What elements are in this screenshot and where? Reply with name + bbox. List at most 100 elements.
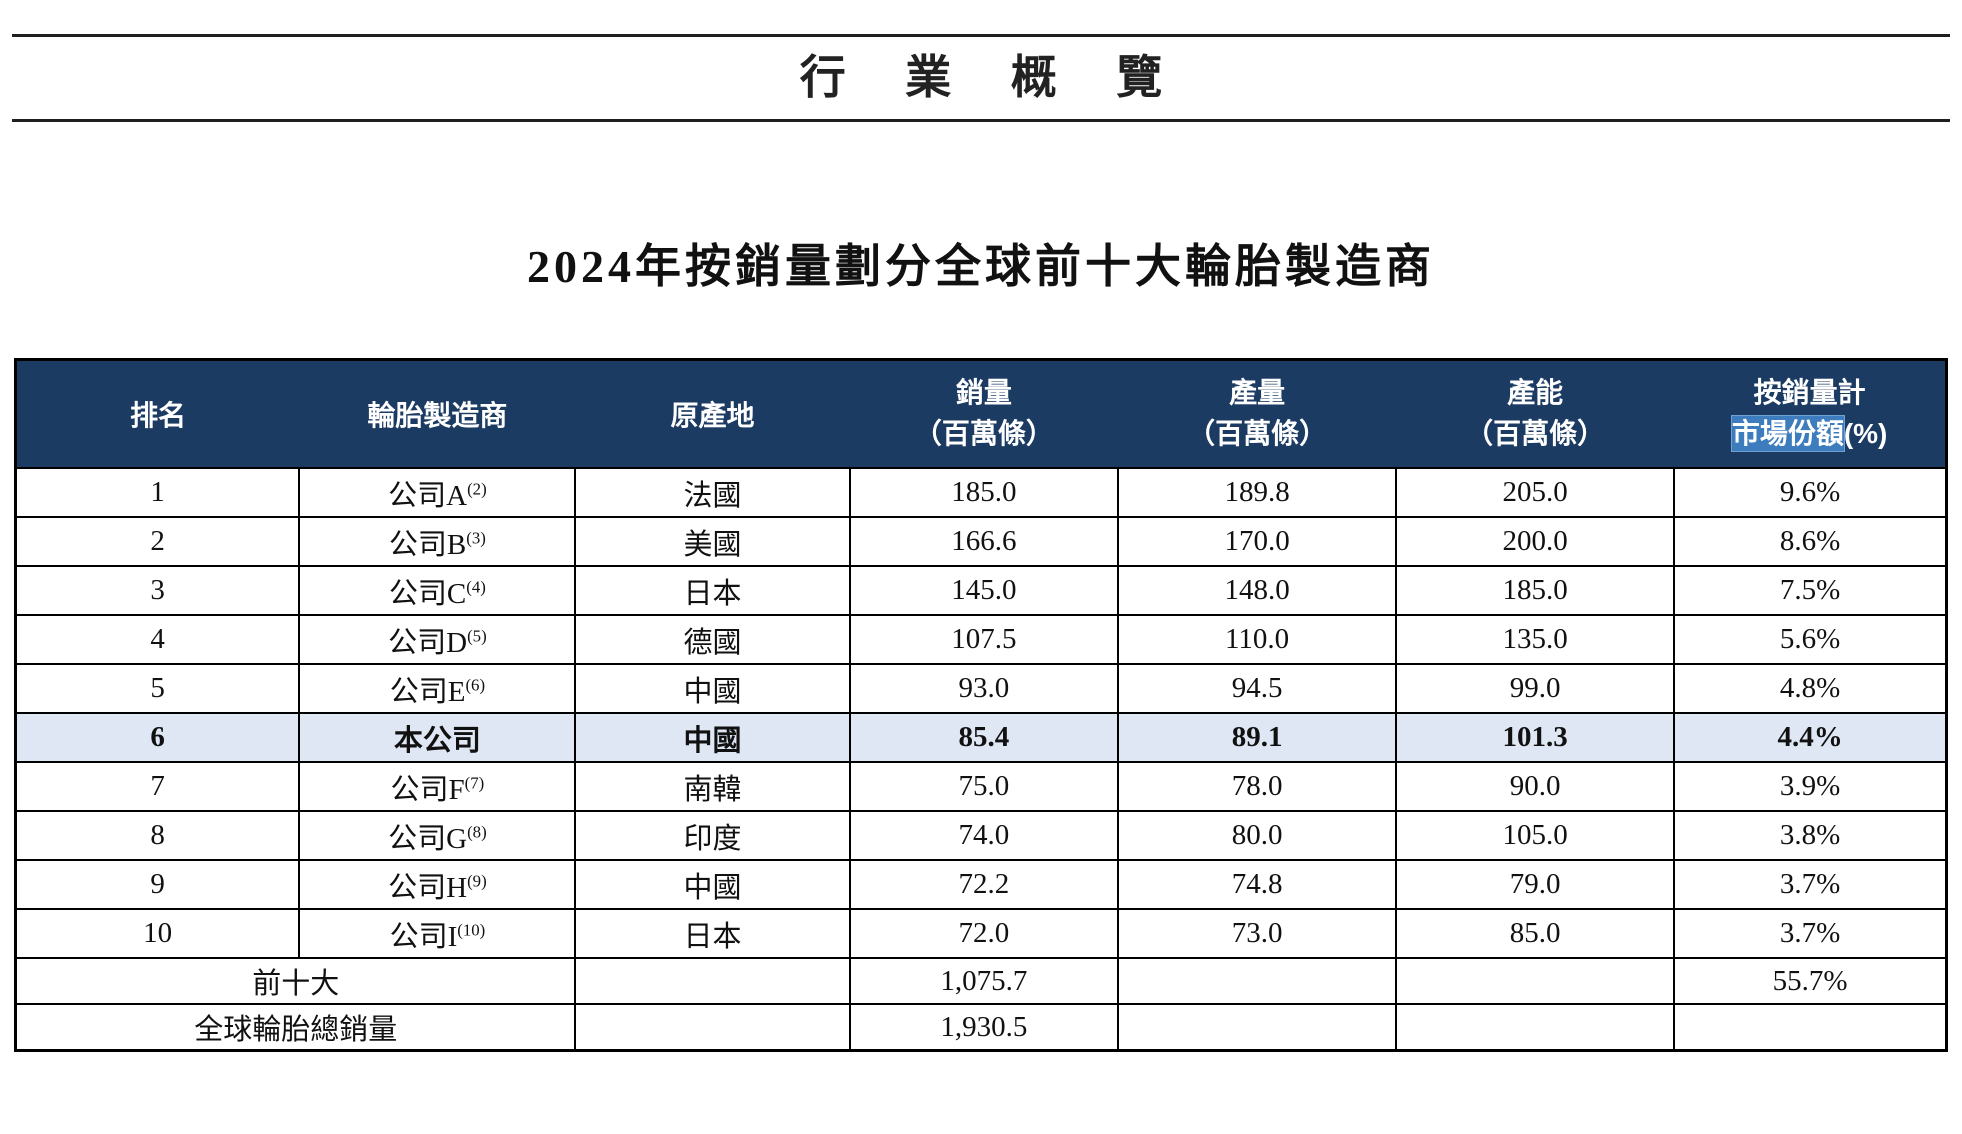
cell-share: 3.8% bbox=[1673, 810, 1948, 861]
cell-rank: 1 bbox=[14, 467, 301, 518]
manufacturer-name: 公司E bbox=[389, 675, 466, 708]
table-header-row: 排名 輪胎製造商 原產地 銷量 （百萬條） 產量 （百萬條） 產能 （百萬條） … bbox=[15, 359, 1947, 468]
table-row-rank2: 2 公司B(3) 美國 166.6 170.0 200.0 8.6% bbox=[14, 516, 1948, 567]
cell-capacity: 79.0 bbox=[1395, 859, 1676, 910]
cell-manufacturer: 公司A(2) bbox=[298, 467, 577, 518]
cell-capacity: 99.0 bbox=[1395, 663, 1676, 714]
summary-row-global-total: 全球輪胎總銷量 1,930.5 bbox=[14, 1003, 1948, 1052]
col-header-capacity-line2: （百萬條） bbox=[1465, 418, 1606, 449]
col-header-capacity: 產能 （百萬條） bbox=[1396, 359, 1675, 468]
section-title: 行 業 概 覽 bbox=[799, 52, 1187, 103]
cell-share-empty bbox=[1673, 1003, 1948, 1052]
footnote-ref: (5) bbox=[467, 625, 487, 645]
cell-origin: 日本 bbox=[574, 908, 851, 959]
manufacturer-name: 公司A bbox=[388, 479, 468, 512]
cell-production: 94.5 bbox=[1117, 663, 1398, 714]
cell-capacity: 135.0 bbox=[1395, 614, 1676, 665]
cell-share: 3.9% bbox=[1673, 761, 1948, 812]
table-row-rank9: 9 公司H(9) 中國 72.2 74.8 79.0 3.7% bbox=[14, 859, 1948, 910]
col-header-capacity-line1: 產能 bbox=[1507, 377, 1564, 409]
table-row-rank7: 7 公司F(7) 南韓 75.0 78.0 90.0 3.9% bbox=[14, 761, 1948, 812]
cell-manufacturer: 公司F(7) bbox=[298, 761, 577, 812]
col-header-share-unit: (%) bbox=[1843, 418, 1888, 449]
cell-sales: 185.0 bbox=[848, 467, 1120, 518]
cell-capacity: 105.0 bbox=[1395, 810, 1676, 861]
top10-tire-manufacturers-table: 排名 輪胎製造商 原產地 銷量 （百萬條） 產量 （百萬條） 產能 （百萬條） … bbox=[14, 358, 1948, 1052]
cell-sales: 85.4 bbox=[848, 712, 1120, 763]
cell-production: 80.0 bbox=[1117, 810, 1398, 861]
cell-summary-label: 前十大 bbox=[14, 957, 577, 1005]
table-row-rank1: 1 公司A(2) 法國 185.0 189.8 205.0 9.6% bbox=[14, 467, 1948, 518]
cell-capacity-empty bbox=[1395, 1003, 1676, 1052]
cell-manufacturer: 公司G(8) bbox=[298, 810, 577, 861]
col-header-production-line1: 產量 bbox=[1229, 377, 1286, 409]
manufacturer-name: 公司I bbox=[389, 920, 458, 953]
table-row-our-company: 6 本公司 中國 85.4 89.1 101.3 4.4% bbox=[14, 712, 1948, 763]
cell-rank: 3 bbox=[14, 565, 301, 616]
cell-origin: 南韓 bbox=[574, 761, 851, 812]
cell-sales: 75.0 bbox=[848, 761, 1120, 812]
cell-rank: 6 bbox=[14, 712, 301, 763]
cell-production: 148.0 bbox=[1117, 565, 1398, 616]
cell-production-empty bbox=[1117, 1003, 1398, 1052]
cell-origin-empty bbox=[574, 1003, 851, 1052]
cell-sales: 72.2 bbox=[848, 859, 1120, 910]
cell-manufacturer: 公司H(9) bbox=[298, 859, 577, 910]
col-header-sales: 銷量 （百萬條） bbox=[849, 359, 1119, 468]
cell-share: 55.7% bbox=[1673, 957, 1948, 1005]
manufacturer-name: 公司G bbox=[388, 822, 468, 855]
table-row-rank3: 3 公司C(4) 日本 145.0 148.0 185.0 7.5% bbox=[14, 565, 1948, 616]
cell-capacity: 101.3 bbox=[1395, 712, 1676, 763]
col-header-share-line2: 市場份額(%) bbox=[1674, 414, 1945, 455]
cell-manufacturer: 本公司 bbox=[298, 712, 577, 763]
manufacturer-name: 公司D bbox=[388, 626, 468, 659]
cell-share: 7.5% bbox=[1673, 565, 1948, 616]
manufacturer-name: 公司B bbox=[388, 528, 467, 561]
cell-share: 4.8% bbox=[1673, 663, 1948, 714]
cell-rank: 8 bbox=[14, 810, 301, 861]
col-header-origin: 原產地 bbox=[575, 359, 850, 468]
cell-production: 189.8 bbox=[1117, 467, 1398, 518]
cell-rank: 10 bbox=[14, 908, 301, 959]
cell-sales: 1,075.7 bbox=[848, 957, 1120, 1005]
cell-capacity: 85.0 bbox=[1395, 908, 1676, 959]
cell-origin-empty bbox=[574, 957, 851, 1005]
manufacturer-name: 本公司 bbox=[393, 724, 481, 757]
cell-manufacturer: 公司C(4) bbox=[298, 565, 577, 616]
cell-rank: 2 bbox=[14, 516, 301, 567]
cell-share: 5.6% bbox=[1673, 614, 1948, 665]
footnote-ref: (6) bbox=[465, 674, 486, 694]
col-header-production: 產量 （百萬條） bbox=[1118, 359, 1397, 468]
cell-production: 74.8 bbox=[1117, 859, 1398, 910]
summary-row-top10: 前十大 1,075.7 55.7% bbox=[14, 957, 1948, 1005]
cell-share: 4.4% bbox=[1673, 712, 1948, 763]
footnote-ref: (9) bbox=[467, 870, 487, 890]
footnote-ref: (10) bbox=[457, 919, 486, 939]
cell-capacity: 185.0 bbox=[1395, 565, 1676, 616]
col-header-production-line2: （百萬條） bbox=[1187, 418, 1328, 449]
cell-capacity-empty bbox=[1395, 957, 1676, 1005]
footnote-ref: (3) bbox=[466, 527, 486, 547]
cell-sales: 72.0 bbox=[848, 908, 1120, 959]
cell-origin: 德國 bbox=[574, 614, 851, 665]
cell-production: 73.0 bbox=[1117, 908, 1398, 959]
cell-production: 78.0 bbox=[1117, 761, 1398, 812]
cell-share: 8.6% bbox=[1673, 516, 1948, 567]
cell-manufacturer: 公司I(10) bbox=[298, 908, 577, 959]
cell-production: 110.0 bbox=[1117, 614, 1398, 665]
table-row-rank8: 8 公司G(8) 印度 74.0 80.0 105.0 3.8% bbox=[14, 810, 1948, 861]
cell-rank: 5 bbox=[14, 663, 301, 714]
cell-summary-label: 全球輪胎總銷量 bbox=[14, 1003, 577, 1052]
header-bottom-rule bbox=[12, 119, 1950, 122]
cell-sales: 107.5 bbox=[848, 614, 1120, 665]
selected-text-highlight: 市場份額 bbox=[1731, 416, 1844, 451]
footnote-ref: (7) bbox=[464, 772, 485, 792]
cell-sales: 93.0 bbox=[848, 663, 1120, 714]
cell-manufacturer: 公司B(3) bbox=[298, 516, 577, 567]
col-header-market-share: 按銷量計 市場份額(%) bbox=[1674, 359, 1947, 468]
cell-origin: 中國 bbox=[574, 663, 851, 714]
table-title: 2024年按銷量劃分全球前十大輪胎製造商 bbox=[527, 241, 1435, 292]
cell-origin: 印度 bbox=[574, 810, 851, 861]
cell-sales: 145.0 bbox=[848, 565, 1120, 616]
manufacturer-name: 公司C bbox=[388, 577, 467, 610]
